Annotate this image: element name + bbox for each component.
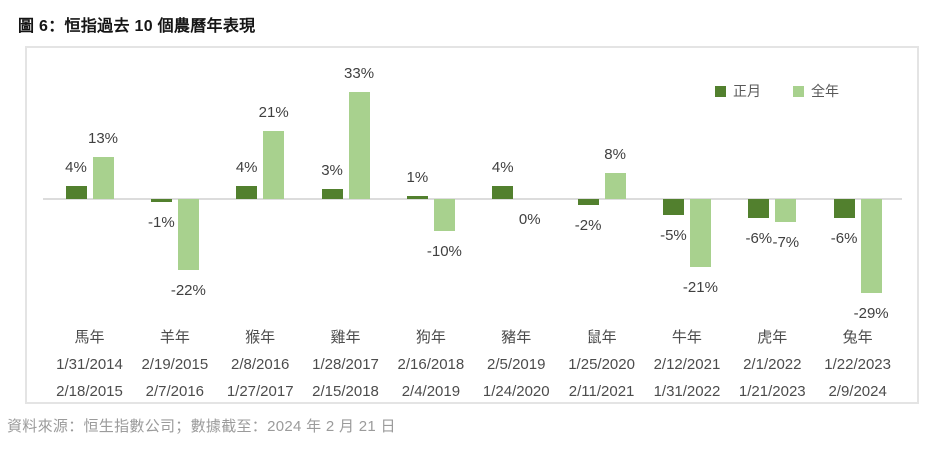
value-label-全年-豬年: 0% — [518, 211, 541, 228]
legend-swatch-icon — [715, 85, 726, 97]
value-label-全年-狗年: -10% — [426, 243, 462, 261]
value-label-正月-羊年: -1% — [148, 214, 175, 232]
source-note: 資料來源：恒生指數公司；數據截至：2024 年 2 月 21 日 — [7, 418, 396, 435]
bar-全年-雞年 — [348, 92, 370, 199]
bar-正月-豬年 — [492, 186, 514, 199]
period-start-label: 2/5/2019 — [487, 356, 546, 373]
category-label-猴年: 猴年 — [245, 329, 276, 346]
bar-全年-猴年 — [263, 130, 285, 199]
category-label-兔年: 兔年 — [842, 329, 873, 346]
bar-全年-牛年 — [689, 199, 711, 268]
category-label-虎年: 虎年 — [757, 329, 788, 346]
bar-正月-鼠年 — [577, 199, 599, 206]
period-start-label: 2/1/2022 — [743, 356, 802, 373]
bar-全年-虎年 — [775, 199, 797, 222]
category-label-豬年: 豬年 — [501, 329, 532, 346]
category-label-狗年: 狗年 — [415, 329, 446, 346]
period-start-label: 1/22/2023 — [824, 356, 891, 373]
bar-正月-兔年 — [833, 199, 855, 219]
period-start-label: 2/19/2015 — [141, 356, 209, 373]
bar-正月-狗年 — [406, 195, 428, 199]
value-label-正月-牛年: -5% — [660, 227, 687, 245]
figure-title: 圖 6：恒指過去 10 個農曆年表現 — [18, 18, 256, 35]
period-start-label: 1/28/2017 — [312, 356, 379, 373]
bar-全年-兔年 — [860, 199, 882, 293]
bar-全年-馬年 — [92, 156, 114, 199]
value-label-全年-兔年: -29% — [853, 304, 889, 322]
period-end-label: 1/21/2023 — [738, 383, 806, 400]
value-label-正月-馬年: 4% — [65, 159, 87, 177]
chart-area: 正月 全年 4% 13% -1% -22% 4% 21% 3% 33% 1% -10% 4% 0% -2%… — [25, 46, 919, 404]
bar-正月-虎年 — [748, 199, 770, 219]
period-end-label: 2/18/2015 — [56, 383, 123, 400]
period-end-label: 2/7/2016 — [145, 383, 205, 400]
period-end-label: 2/11/2021 — [568, 383, 635, 400]
period-end-label: 1/31/2022 — [653, 383, 721, 400]
period-start-label: 2/8/2016 — [230, 356, 290, 373]
value-label-全年-羊年: -22% — [170, 282, 206, 300]
category-label-牛年: 牛年 — [671, 329, 702, 346]
value-label-全年-牛年: -21% — [682, 279, 718, 297]
bar-正月-猴年 — [236, 186, 258, 199]
period-end-label: 1/27/2017 — [226, 383, 294, 400]
category-label-羊年: 羊年 — [159, 329, 190, 346]
value-label-正月-虎年: -6% — [745, 230, 773, 248]
bar-全年-狗年 — [433, 199, 455, 232]
value-label-正月-雞年: 3% — [321, 162, 343, 180]
legend-item-正月: 正月 — [715, 81, 761, 101]
value-label-全年-虎年: -7% — [772, 233, 800, 251]
value-label-正月-兔年: -6% — [830, 230, 858, 248]
legend-label: 全年 — [811, 83, 839, 99]
chart-legend: 正月 全年 — [715, 81, 839, 101]
value-label-正月-狗年: 1% — [406, 168, 429, 186]
x-axis-zero-line — [43, 198, 902, 200]
value-label-全年-馬年: 13% — [87, 129, 119, 147]
bar-正月-雞年 — [321, 189, 343, 199]
bar-正月-馬年 — [65, 186, 87, 199]
period-end-label: 1/24/2020 — [482, 383, 550, 400]
legend-label: 正月 — [733, 83, 761, 99]
period-start-label: 1/31/2014 — [56, 356, 123, 373]
value-label-正月-豬年: 4% — [491, 159, 514, 177]
period-end-label: 2/15/2018 — [312, 383, 379, 400]
period-start-label: 1/25/2020 — [568, 356, 635, 373]
category-label-馬年: 馬年 — [74, 329, 105, 346]
bar-正月-牛年 — [662, 199, 684, 216]
bar-正月-羊年 — [150, 199, 172, 203]
period-start-label: 2/12/2021 — [653, 356, 721, 373]
period-start-label: 2/16/2018 — [397, 356, 465, 373]
legend-item-全年: 全年 — [793, 81, 839, 101]
period-end-label: 2/9/2024 — [828, 383, 887, 400]
value-label-正月-鼠年: -2% — [574, 217, 602, 235]
category-label-鼠年: 鼠年 — [586, 329, 617, 346]
value-label-全年-猴年: 21% — [258, 103, 289, 121]
bar-全年-鼠年 — [604, 173, 626, 199]
value-label-全年-鼠年: 8% — [604, 146, 626, 164]
category-label-雞年: 雞年 — [330, 329, 361, 346]
bar-全年-羊年 — [177, 199, 199, 271]
legend-swatch-icon — [793, 85, 804, 97]
value-label-全年-雞年: 33% — [344, 65, 375, 83]
period-end-label: 2/4/2019 — [401, 383, 461, 400]
value-label-正月-猴年: 4% — [235, 159, 258, 177]
